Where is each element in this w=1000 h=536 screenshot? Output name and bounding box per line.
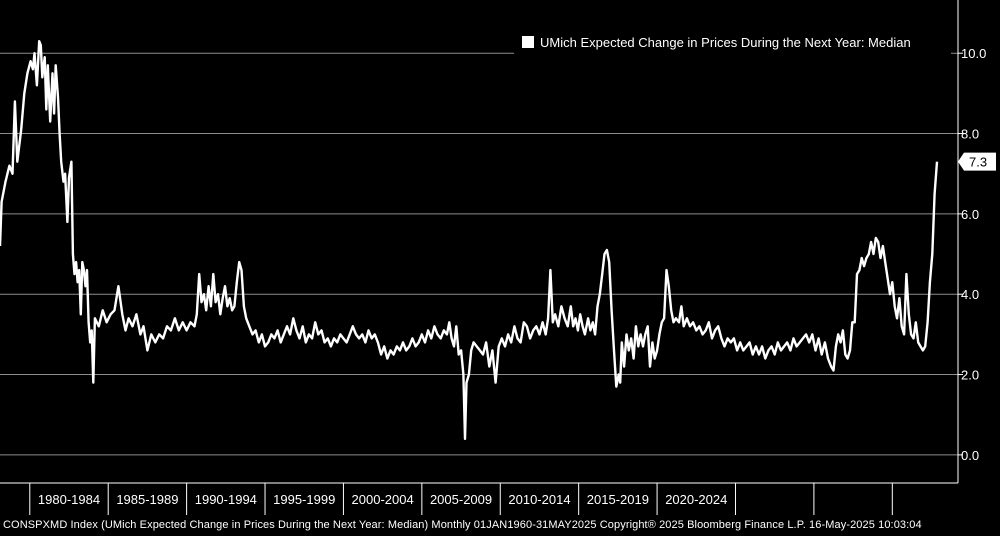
last-value-label: 7.3 — [969, 155, 987, 170]
last-value-tag — [958, 152, 996, 171]
legend: UMich Expected Change in Prices During t… — [514, 29, 951, 57]
legend-label: UMich Expected Change in Prices During t… — [540, 35, 911, 50]
y-axis: 0.0 2.0 4.0 6.0 8.0 10.0 — [957, 0, 986, 483]
x-tick-label: 1990-1994 — [195, 492, 257, 507]
legend-swatch — [522, 36, 534, 48]
series-group — [0, 40, 939, 440]
last-value-marker: 7.3 — [958, 152, 996, 171]
x-tick-label: 2005-2009 — [430, 492, 492, 507]
grid-lines — [0, 52, 958, 456]
y-tick-label: 10.0 — [961, 46, 986, 61]
y-tick-label: 6.0 — [961, 207, 979, 222]
legend-box — [514, 29, 951, 57]
x-tick-label: 2020-2024 — [665, 492, 727, 507]
y-tick-label: 4.0 — [961, 287, 979, 302]
x-tick-label: 1985-1989 — [116, 492, 178, 507]
x-tick-label: 1980-1984 — [38, 492, 100, 507]
y-tick-label: 0.0 — [961, 448, 979, 463]
x-tick-label: 2010-2014 — [508, 492, 570, 507]
x-tick-label: 2015-2019 — [587, 492, 649, 507]
y-tick-label: 8.0 — [961, 127, 979, 142]
y-tick-label: 2.0 — [961, 368, 979, 383]
series-line — [0, 40, 939, 440]
x-tick-label: 2000-2004 — [352, 492, 414, 507]
footer-source: CONSPXMD Index (UMich Expected Change in… — [3, 519, 922, 531]
x-axis: 1980-1984 1985-1989 1990-1994 1995-1999 2000… — [0, 482, 958, 515]
x-tick-label: 1995-1999 — [273, 492, 335, 507]
